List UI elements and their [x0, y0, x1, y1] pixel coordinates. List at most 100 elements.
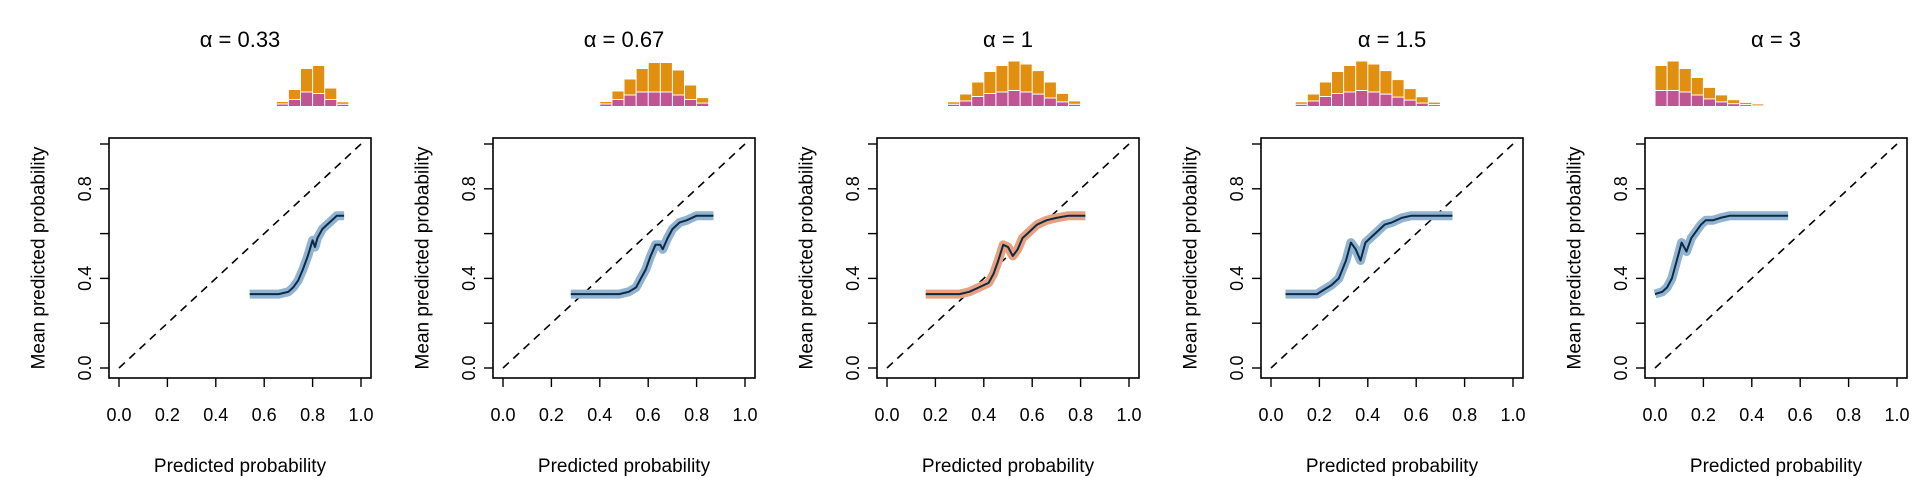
histogram: [1295, 61, 1440, 106]
hist-bar-upper: [1404, 89, 1416, 100]
y-axis: 0.0 0.4 0.8: [1227, 143, 1261, 381]
panel-5: α = 3 0.0 0.2 0.4 0.6 0.8 1.0 Predicted probabi…: [1565, 27, 1910, 477]
y-axis-label: Mean predicted probability: [797, 146, 818, 369]
hist-bar-upper: [1319, 82, 1331, 96]
hist-bar-upper: [1032, 71, 1044, 94]
hist-bar-lower: [1332, 94, 1344, 106]
hist-bar-upper: [1368, 64, 1380, 92]
hist-bar-lower: [1356, 91, 1368, 106]
x-tick-label: 0.4: [203, 405, 228, 425]
x-tick-label: 0.0: [1642, 405, 1667, 425]
y-axis-label: Mean predicted probability: [413, 146, 434, 369]
hist-bar-upper: [276, 102, 288, 104]
calibration-line: [570, 214, 714, 296]
x-axis-label: Predicted probability: [1306, 456, 1479, 477]
y-axis: 0.0 0.4 0.8: [459, 143, 493, 381]
panel-title: α = 1.5: [1358, 27, 1426, 52]
reference-diagonal: [118, 143, 362, 369]
x-axis: 0.0 0.2 0.4 0.6 0.8 1.0: [106, 378, 374, 425]
y-tick-label: 0.4: [1227, 266, 1247, 291]
y-tick-label: 0.8: [459, 176, 479, 201]
x-tick-label: 0.8: [1836, 405, 1861, 425]
x-tick-label: 0.8: [300, 405, 325, 425]
hist-bar-upper: [1056, 93, 1068, 102]
y-axis: 0.0 0.4 0.8: [1611, 143, 1645, 381]
hist-bar-upper: [1344, 66, 1356, 92]
y-tick-label: 0.0: [843, 355, 863, 380]
y-tick-label: 0.0: [1227, 355, 1247, 380]
hist-bar-upper: [624, 79, 636, 95]
hist-bar-lower: [612, 100, 624, 106]
hist-bar-lower: [1056, 102, 1068, 106]
x-tick-label: 0.0: [874, 405, 899, 425]
hist-bar-lower: [648, 92, 660, 106]
plot-frame: [1260, 137, 1524, 379]
y-axis: 0.0 0.4 0.8: [843, 143, 877, 381]
hist-bar-lower: [600, 104, 612, 106]
hist-bar-upper: [1069, 101, 1081, 104]
panel-4: α = 1.5 0.0 0.2 0.4 0.6 0.8 1.0 Predicted proba…: [1181, 27, 1526, 477]
hist-bar-upper: [1679, 69, 1691, 92]
hist-bar-lower: [972, 97, 984, 106]
hist-bar-lower: [337, 104, 349, 106]
hist-bar-upper: [1428, 102, 1440, 105]
y-tick-label: 0.4: [1611, 266, 1631, 291]
hist-bar-lower: [1404, 100, 1416, 106]
hist-bar-lower: [1728, 104, 1740, 106]
hist-bar-upper: [1295, 102, 1307, 104]
y-tick-label: 0.0: [1611, 355, 1631, 380]
histogram: [600, 63, 709, 106]
hist-bar-lower: [1679, 92, 1691, 106]
plot-frame: [108, 137, 372, 379]
hist-bar-lower: [996, 92, 1008, 106]
y-tick-label: 0.4: [459, 266, 479, 291]
y-axis-label: Mean predicted probability: [1565, 146, 1586, 369]
x-tick-label: 0.0: [490, 405, 515, 425]
x-axis: 0.0 0.2 0.4 0.6 0.8 1.0: [874, 378, 1142, 425]
hist-bar-upper: [600, 102, 612, 104]
histogram: [1655, 61, 1764, 106]
hist-bar-upper: [984, 72, 996, 93]
hist-bar-upper: [1691, 78, 1703, 95]
x-tick-label: 1.0: [1884, 405, 1909, 425]
reference-diagonal: [1270, 143, 1514, 369]
hist-bar-upper: [337, 102, 349, 104]
panel-1: α = 0.33 0.0 0.2 0.4 0.6 0.8 1.0 Predicted prob…: [29, 27, 374, 477]
x-tick-label: 0.6: [1788, 405, 1813, 425]
hist-bar-upper: [672, 70, 684, 95]
x-axis: 0.0 0.2 0.4 0.6 0.8 1.0: [1258, 378, 1526, 425]
hist-bar-upper: [301, 69, 313, 92]
reference-diagonal: [502, 143, 746, 369]
hist-bar-lower: [1716, 102, 1728, 106]
panel-title: α = 3: [1751, 27, 1801, 52]
hist-bar-lower: [960, 101, 972, 106]
hist-bar-upper: [1044, 82, 1056, 98]
panel-title: α = 0.33: [200, 27, 281, 52]
x-tick-label: 0.4: [1739, 405, 1764, 425]
x-axis: 0.0 0.2 0.4 0.6 0.8 1.0: [1642, 378, 1910, 425]
hist-bar-lower: [1069, 104, 1081, 106]
confidence-band: [1285, 211, 1453, 299]
hist-bar-lower: [1416, 103, 1428, 106]
hist-bar-upper: [960, 94, 972, 101]
x-axis-label: Predicted probability: [922, 456, 1095, 477]
hist-bar-upper: [648, 63, 660, 92]
hist-bar-upper: [1703, 87, 1715, 99]
hist-bar-upper: [1416, 97, 1428, 103]
hist-bar-lower: [301, 92, 313, 106]
y-tick-label: 0.0: [75, 355, 95, 380]
hist-bar-lower: [1020, 92, 1032, 106]
hist-bar-lower: [984, 94, 996, 106]
hist-bar-lower: [1319, 97, 1331, 106]
hist-bar-upper: [1356, 61, 1368, 90]
plot-frame: [1644, 137, 1908, 379]
hist-bar-lower: [1655, 91, 1667, 106]
x-tick-label: 1.0: [1116, 405, 1141, 425]
hist-bar-lower: [276, 104, 288, 106]
hist-bar-upper: [1332, 72, 1344, 93]
y-tick-label: 0.4: [75, 266, 95, 291]
hist-bar-lower: [1740, 105, 1752, 106]
hist-bar-lower: [288, 100, 300, 106]
hist-bar-upper: [325, 88, 337, 99]
